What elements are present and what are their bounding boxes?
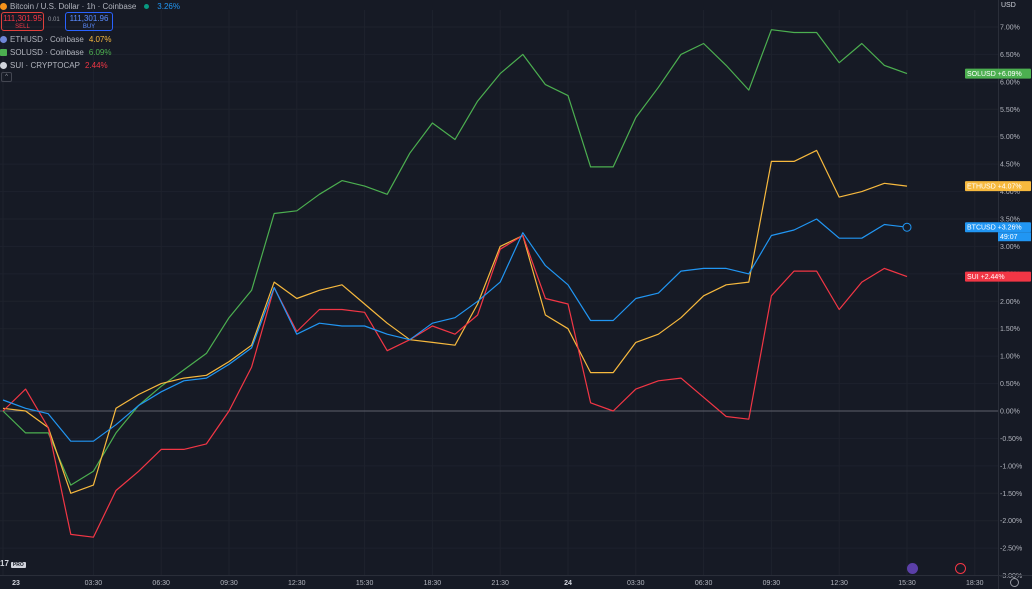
y-tick-label: 6.00%	[1000, 79, 1020, 86]
legend-row-sol[interactable]: SOLUSD · Coinbase 6.09%	[0, 46, 112, 59]
series-end-label-bg	[965, 68, 1031, 79]
x-tick-label: 09:30	[763, 580, 781, 587]
pro-badge: PRO	[10, 562, 26, 568]
ethereum-icon	[0, 36, 7, 43]
sell-price: 111,301.95	[3, 14, 42, 23]
legend-row-eth[interactable]: ETHUSD · Coinbase 4.07%	[0, 33, 112, 46]
x-tick-label: 23	[12, 580, 20, 587]
y-tick-label: -2.00%	[1000, 518, 1022, 525]
gear-icon[interactable]	[1010, 578, 1019, 587]
lightning-icon[interactable]	[907, 563, 918, 574]
y-tick-label: 2.00%	[1000, 299, 1020, 306]
last-price-marker	[902, 222, 912, 232]
countdown-bg	[998, 232, 1031, 242]
legend-row-sui[interactable]: SUI · CRYPTOCAP 2.44%	[0, 59, 108, 72]
y-tick-label: 3.50%	[1000, 217, 1020, 224]
market-status-icon	[144, 4, 150, 9]
axis-currency[interactable]: USD	[1001, 2, 1016, 9]
buy-button[interactable]: 111,301.96 BUY	[65, 12, 113, 31]
x-tick-label: 12:30	[830, 580, 848, 587]
series-line-ethusd	[2, 149, 908, 494]
tradingview-logo: 17 PRO	[0, 559, 26, 568]
legend-value: 2.44%	[84, 61, 108, 70]
y-tick-label: 5.00%	[1000, 134, 1020, 141]
legend-name: ETHUSD · Coinbase	[10, 35, 84, 44]
buy-label: BUY	[82, 24, 96, 30]
y-tick-label: 3.00%	[1000, 244, 1020, 251]
x-tick-label: 09:30	[220, 580, 238, 587]
bitcoin-icon	[0, 3, 7, 10]
brand-text: 17	[0, 559, 9, 568]
y-tick-label: 7.00%	[1000, 25, 1020, 32]
symbol-title-row[interactable]: Bitcoin / U.S. Dollar · 1h · Coinbase 3.…	[0, 0, 180, 13]
buy-price: 111,301.96	[69, 14, 109, 23]
series-line-sui	[2, 234, 908, 538]
y-tick-label: 4.00%	[1000, 189, 1020, 196]
y-tick-label: 4.50%	[1000, 162, 1020, 169]
series-end-label: BTCUSD +3.26%	[967, 225, 1022, 232]
x-tick-label: 12:30	[288, 580, 306, 587]
y-tick-label: 1.00%	[1000, 354, 1020, 361]
y-tick-label: -1.50%	[1000, 491, 1022, 498]
sui-icon	[0, 62, 7, 69]
spread-value: 0.01	[48, 17, 60, 23]
legend-name: SUI · CRYPTOCAP	[10, 61, 80, 70]
y-tick-label: 6.50%	[1000, 52, 1020, 59]
y-tick-label: -2.50%	[1000, 546, 1022, 553]
y-tick-label: -1.00%	[1000, 463, 1022, 470]
x-tick-label: 18:30	[966, 580, 984, 587]
symbol-change: 3.26%	[157, 2, 180, 11]
collapse-legend-button[interactable]: ^	[1, 72, 12, 82]
legend-name: SOLUSD · Coinbase	[10, 48, 84, 57]
x-tick-label: 06:30	[695, 580, 713, 587]
sell-button[interactable]: 111,301.95 SELL	[1, 12, 44, 31]
y-tick-label: -0.50%	[1000, 436, 1022, 443]
y-tick-label: 0.50%	[1000, 381, 1020, 388]
legend-value: 4.07%	[88, 35, 112, 44]
series-end-label-bg	[965, 181, 1031, 192]
x-tick-label: 21:30	[491, 580, 509, 587]
series-end-label-bg	[965, 271, 1031, 282]
x-tick-label: 06:30	[152, 580, 170, 587]
y-tick-label: -3.00%	[1000, 573, 1022, 580]
sell-label: SELL	[15, 24, 30, 30]
series-end-label: SOLUSD +6.09%	[967, 71, 1022, 78]
countdown-label: 49:07	[1000, 234, 1018, 241]
series-end-label: ETHUSD +4.07%	[967, 184, 1022, 191]
series-line-solusd	[2, 29, 908, 486]
series-line-btcusd	[2, 218, 908, 442]
series-end-label-bg	[965, 222, 1031, 233]
solana-icon	[0, 49, 7, 56]
y-tick-label: 5.50%	[1000, 107, 1020, 114]
series-end-label: SUI +2.44%	[967, 274, 1005, 281]
x-tick-label: 03:30	[85, 580, 103, 587]
flag-icon[interactable]	[955, 563, 966, 574]
x-tick-label: 15:30	[356, 580, 374, 587]
legend-value: 6.09%	[88, 48, 112, 57]
y-tick-label: 0.00%	[1000, 409, 1020, 416]
x-tick-label: 24	[564, 580, 572, 587]
symbol-title: Bitcoin / U.S. Dollar · 1h · Coinbase	[10, 2, 137, 11]
y-tick-label: 1.50%	[1000, 326, 1020, 333]
x-tick-label: 15:30	[898, 580, 916, 587]
x-tick-label: 18:30	[424, 580, 442, 587]
x-tick-label: 03:30	[627, 580, 645, 587]
